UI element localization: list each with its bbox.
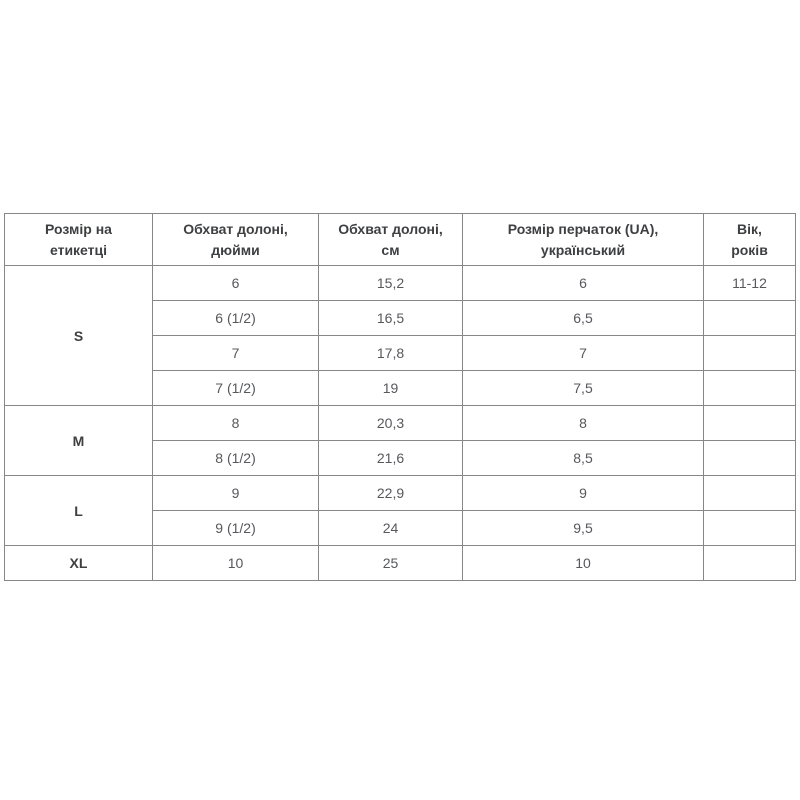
cell-age [703, 370, 796, 406]
size-chart-container: Розмір на етикетці Обхват долоні, дюйми … [4, 213, 796, 581]
cell-inches: 8 [152, 405, 319, 441]
header-line: см [381, 241, 400, 258]
cell-cm: 25 [318, 545, 463, 581]
cell-age [703, 545, 796, 581]
cell-inches: 7 [152, 335, 319, 371]
header-glove-size-ua: Розмір перчаток (UA), український [462, 213, 704, 266]
cell-inches: 9 [152, 475, 319, 511]
cell-age [703, 300, 796, 336]
cell-age [703, 335, 796, 371]
cell-age [703, 405, 796, 441]
cell-ua: 6,5 [462, 300, 704, 336]
header-line: Вік, [737, 220, 762, 237]
cell-inches: 10 [152, 545, 319, 581]
header-palm-cm: Обхват долоні, см [318, 213, 463, 266]
table-row: M 8 20,3 8 [4, 405, 796, 476]
cell-inches: 6 [152, 265, 319, 301]
cell-ua: 9,5 [462, 510, 704, 546]
cell-cm: 20,3 [318, 405, 463, 441]
cell-cm: 16,5 [318, 300, 463, 336]
header-age-years: Вік, років [703, 213, 796, 266]
cell-cm: 15,2 [318, 265, 463, 301]
header-line: Обхват долоні, [338, 220, 443, 237]
cell-inches: 9 (1/2) [152, 510, 319, 546]
table-row: XL 10 25 10 [4, 545, 796, 581]
header-line: Розмір на [45, 220, 112, 237]
cell-age [703, 475, 796, 511]
cell-size-label-m: M [4, 405, 153, 476]
cell-ua: 6 [462, 265, 704, 301]
cell-ua: 7 [462, 335, 704, 371]
cell-size-label-l: L [4, 475, 153, 546]
header-palm-inches: Обхват долоні, дюйми [152, 213, 319, 266]
cell-ua: 8,5 [462, 440, 704, 476]
header-line: Обхват долоні, [183, 220, 288, 237]
cell-age: 11-12 [703, 265, 796, 301]
cell-ua: 10 [462, 545, 704, 581]
table-row: S 6 15,2 6 11-12 [4, 265, 796, 406]
glove-size-table: Розмір на етикетці Обхват долоні, дюйми … [4, 213, 796, 581]
cell-age [703, 510, 796, 546]
cell-inches: 6 (1/2) [152, 300, 319, 336]
table-row: 7 17,8 7 [5, 335, 796, 371]
cell-cm: 22,9 [318, 475, 463, 511]
cell-cm: 21,6 [318, 440, 463, 476]
header-line: етикетці [49, 241, 108, 258]
cell-ua: 8 [462, 405, 704, 441]
cell-size-label-xl: XL [4, 545, 153, 581]
header-line: років [731, 241, 768, 258]
header-row: Розмір на етикетці Обхват долоні, дюйми … [4, 213, 796, 266]
header-line: дюйми [211, 241, 260, 258]
cell-age [703, 440, 796, 476]
table-row: 6 (1/2) 16,5 6,5 [5, 300, 796, 336]
cell-cm: 17,8 [318, 335, 463, 371]
table-row: 8 (1/2) 21,6 8,5 [5, 440, 796, 476]
header-size-on-label: Розмір на етикетці [4, 213, 153, 266]
header-line: український [540, 241, 626, 258]
cell-cm: 24 [318, 510, 463, 546]
header-line: Розмір перчаток (UA), [507, 220, 659, 237]
table-row: 7 (1/2) 19 7,5 [5, 370, 796, 406]
table-row: L 9 22,9 9 [4, 475, 796, 546]
cell-ua: 7,5 [462, 370, 704, 406]
cell-inches: 8 (1/2) [152, 440, 319, 476]
cell-ua: 9 [462, 475, 704, 511]
cell-cm: 19 [318, 370, 463, 406]
cell-inches: 7 (1/2) [152, 370, 319, 406]
cell-size-label-s: S [4, 265, 153, 406]
